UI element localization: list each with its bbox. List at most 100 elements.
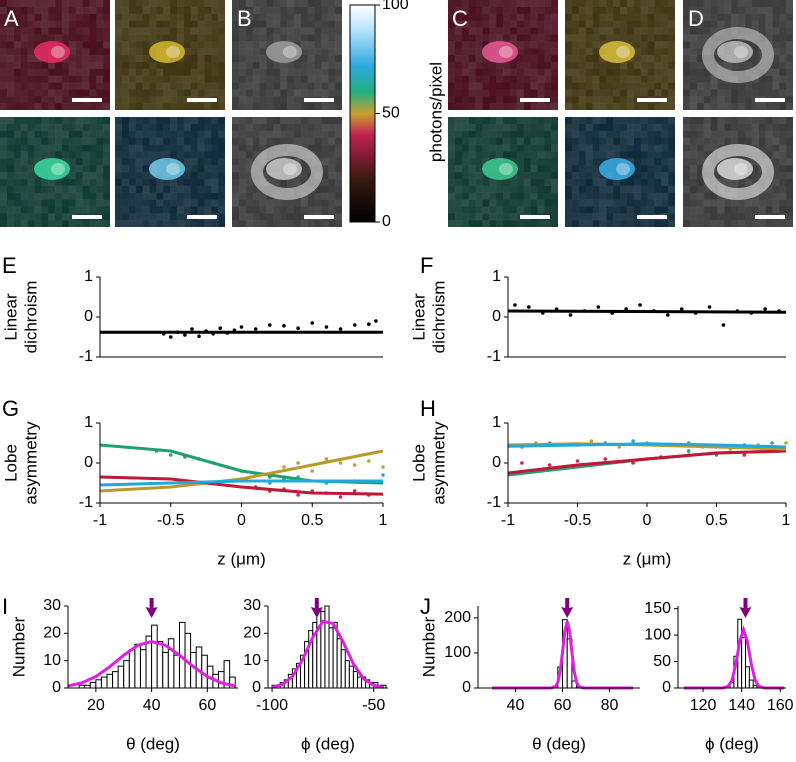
tile-pixel bbox=[654, 151, 662, 159]
tile-pixel bbox=[328, 69, 335, 76]
tile-pixel bbox=[640, 82, 648, 90]
tile-pixel bbox=[626, 144, 634, 152]
tile-pixel bbox=[6, 75, 14, 83]
tile-pixel bbox=[163, 76, 170, 83]
data-point bbox=[168, 335, 173, 339]
tile-pixel bbox=[690, 131, 697, 138]
tile-pixel bbox=[238, 82, 246, 90]
tile-pixel bbox=[0, 158, 7, 165]
tile-pixel bbox=[177, 117, 184, 124]
tile-pixel bbox=[75, 192, 83, 200]
tile-pixel bbox=[585, 34, 593, 42]
tile-pixel bbox=[307, 41, 315, 49]
tile-pixel bbox=[626, 6, 634, 14]
tile-pixel bbox=[468, 172, 476, 180]
tile-pixel bbox=[28, 145, 35, 152]
tile-pixel bbox=[287, 96, 295, 104]
tile-pixel bbox=[96, 192, 104, 200]
tile-pixel bbox=[273, 69, 280, 76]
tile-pixel bbox=[259, 55, 267, 63]
tile-pixel bbox=[593, 21, 600, 28]
tile-pixel bbox=[772, 103, 780, 111]
tile-pixel bbox=[21, 7, 28, 14]
tile-pixel bbox=[731, 89, 738, 96]
tile-pixel bbox=[61, 75, 69, 83]
tile-pixel bbox=[654, 75, 662, 83]
tile-pixel bbox=[121, 206, 129, 214]
tile-pixel bbox=[489, 34, 497, 42]
tile-pixel bbox=[211, 68, 219, 76]
fit-line bbox=[99, 479, 383, 487]
tile-pixel bbox=[218, 13, 226, 21]
tile-pixel bbox=[752, 0, 759, 7]
tile-pixel bbox=[328, 27, 336, 35]
fit-line bbox=[99, 475, 384, 496]
tile-pixel bbox=[668, 158, 676, 166]
tile-pixel bbox=[103, 82, 111, 90]
tile-pixel bbox=[448, 206, 456, 214]
tile-pixel bbox=[307, 68, 315, 76]
tile-pixel bbox=[599, 20, 607, 28]
tile-pixel bbox=[606, 6, 614, 14]
tile-pixel bbox=[516, 172, 524, 180]
tile-pixel bbox=[335, 165, 342, 172]
tile-pixel bbox=[592, 27, 600, 35]
tile-pixel bbox=[238, 55, 246, 63]
tile-pixel bbox=[135, 213, 143, 221]
tile-pixel bbox=[462, 34, 469, 41]
tile-pixel bbox=[96, 123, 104, 131]
tile-pixel bbox=[696, 82, 704, 90]
tile-pixel bbox=[184, 62, 191, 69]
tile-pixel bbox=[738, 123, 746, 131]
tile-pixel bbox=[121, 165, 129, 173]
tile-pixel bbox=[122, 158, 129, 165]
tile-pixel bbox=[328, 21, 335, 28]
tile-pixel bbox=[468, 192, 476, 200]
tile-pixel bbox=[606, 82, 614, 90]
tile-pixel bbox=[606, 13, 614, 21]
data-point bbox=[624, 307, 628, 311]
tile-pixel bbox=[640, 103, 648, 111]
tile-pixel bbox=[772, 130, 780, 138]
tile-pixel bbox=[48, 75, 56, 83]
tile-pixel bbox=[328, 158, 336, 166]
tile-pixel bbox=[765, 123, 773, 131]
tile-pixel bbox=[634, 206, 641, 213]
tile-pixel bbox=[731, 96, 738, 103]
tile-pixel bbox=[321, 68, 329, 76]
tile-pixel bbox=[640, 6, 648, 14]
tile-pixel bbox=[300, 68, 308, 76]
tile-pixel bbox=[253, 145, 260, 152]
tile-pixel bbox=[252, 48, 260, 56]
tile-pixel bbox=[454, 199, 462, 207]
tile-pixel bbox=[696, 89, 704, 97]
tile-pixel bbox=[751, 6, 759, 14]
tile-pixel bbox=[766, 220, 773, 227]
tile-pixel bbox=[779, 20, 787, 28]
tile-pixel bbox=[293, 68, 301, 76]
tile-pixel bbox=[461, 41, 469, 49]
tile-pixel bbox=[537, 206, 545, 214]
tile-pixel bbox=[585, 75, 593, 83]
tile-pixel bbox=[462, 103, 469, 110]
tile-pixel bbox=[14, 145, 21, 152]
tile-pixel bbox=[89, 69, 96, 76]
tile-pixel bbox=[300, 206, 308, 214]
tile-pixel bbox=[197, 41, 205, 49]
tile-pixel bbox=[0, 55, 8, 63]
tile-pixel bbox=[578, 61, 586, 69]
tile-pixel bbox=[633, 75, 641, 83]
tile-pixel bbox=[593, 158, 600, 165]
tile-pixel bbox=[61, 20, 69, 28]
tile-pixel bbox=[455, 41, 462, 48]
tile-pixel bbox=[55, 20, 63, 28]
tile-pixel bbox=[61, 89, 69, 97]
tile-pixel bbox=[41, 82, 49, 90]
tile-pixel bbox=[128, 192, 136, 200]
tile-pixel bbox=[668, 7, 675, 14]
tile-pixel bbox=[204, 206, 212, 214]
tile-pixel bbox=[696, 206, 704, 214]
tile-pixel bbox=[599, 137, 607, 145]
tile-pixel bbox=[259, 27, 267, 35]
tile-pixel bbox=[163, 21, 170, 28]
